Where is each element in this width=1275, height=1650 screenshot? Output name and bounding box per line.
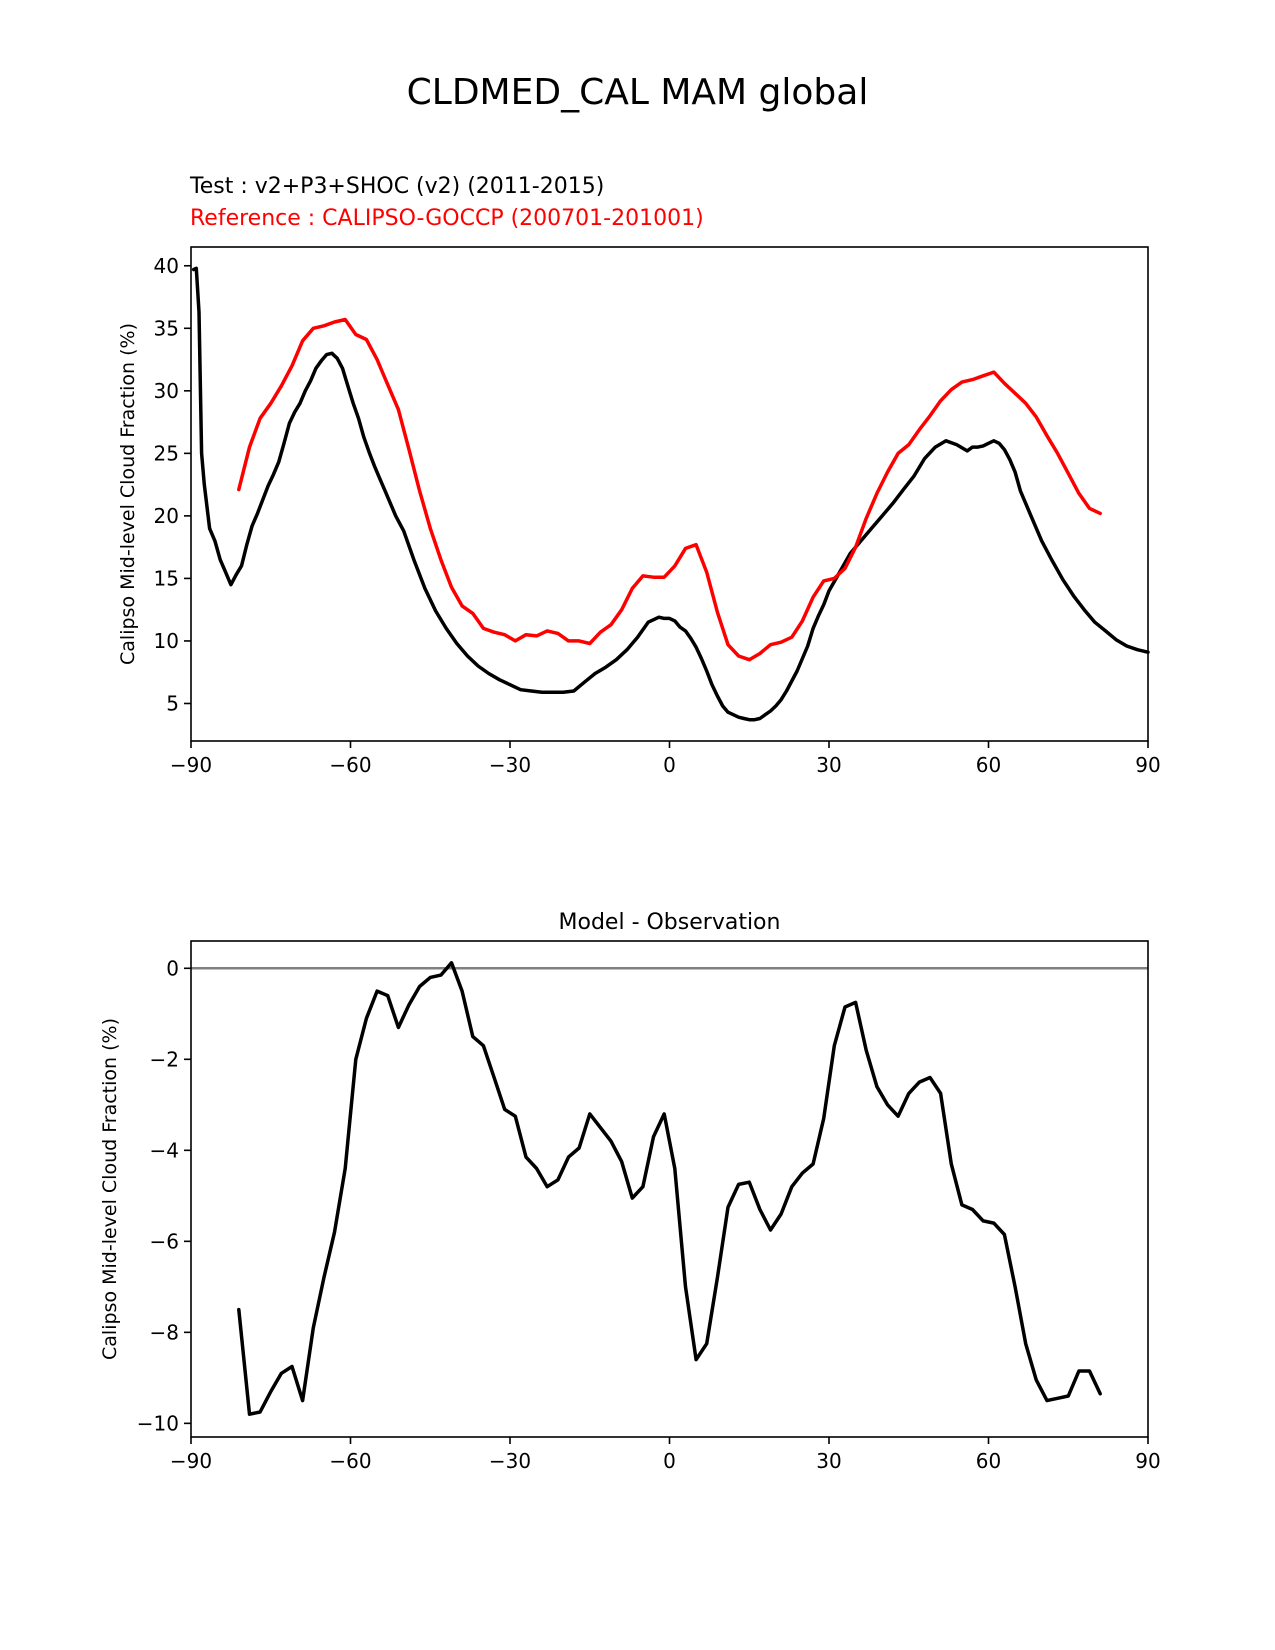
reference-label: Reference : CALIPSO-GOCCP (200701-201001… (190, 206, 704, 231)
x-tick-label: 60 (976, 1449, 1001, 1473)
figure-title: CLDMED_CAL MAM global (406, 72, 869, 113)
y-tick-label: 25 (154, 441, 179, 465)
y-tick-label: 40 (154, 254, 179, 278)
y-tick-label: −6 (150, 1229, 179, 1253)
test-label: Test : v2+P3+SHOC (v2) (2011-2015) (190, 174, 605, 199)
x-tick-label: −60 (329, 753, 371, 777)
y-tick-label: 20 (154, 504, 179, 528)
y-tick-label: −4 (150, 1138, 179, 1162)
y-tick-label: −2 (150, 1047, 179, 1071)
axes-frame (190, 940, 1149, 1438)
series-line-1 (191, 266, 1150, 722)
x-tick-label: −30 (489, 753, 531, 777)
x-tick-label: 90 (1135, 1449, 1160, 1473)
x-tick-label: 30 (816, 1449, 841, 1473)
panel-title: Model - Observation (559, 910, 781, 935)
x-tick-label: −30 (489, 1449, 531, 1473)
x-tick-label: −90 (170, 1449, 212, 1473)
y-tick-label: 35 (154, 316, 179, 340)
x-tick-label: 60 (976, 753, 1001, 777)
y-tick-label: 15 (154, 566, 179, 590)
series-line-1 (237, 961, 1102, 1416)
x-tick-label: 0 (663, 753, 676, 777)
y-tick-label: −8 (150, 1320, 179, 1344)
y-tick-label: 10 (154, 629, 179, 653)
y-tick-label: 5 (166, 691, 179, 715)
y-tick-label: 30 (154, 379, 179, 403)
series-line-2 (237, 317, 1102, 662)
x-tick-label: 90 (1135, 753, 1160, 777)
y-axis-label: Calipso Mid-level Cloud Fraction (%) (99, 1018, 121, 1360)
x-tick-label: 0 (663, 1449, 676, 1473)
x-tick-label: −90 (170, 753, 212, 777)
y-tick-label: −10 (137, 1411, 179, 1435)
y-axis-label: Calipso Mid-level Cloud Fraction (%) (117, 323, 139, 665)
panel-2: −90 −60 −30 0 30 60 90 0 −2 −4 −6 −8 −10 Calipso Mid-… (99, 910, 1161, 1473)
panel-1: −90 −60 −30 0 30 60 90 5 10 15 20 25 30 35 40 Calipso M… (117, 246, 1161, 777)
x-tick-label: −60 (329, 1449, 371, 1473)
y-tick-label: 0 (166, 956, 179, 980)
x-tick-label: 30 (816, 753, 841, 777)
